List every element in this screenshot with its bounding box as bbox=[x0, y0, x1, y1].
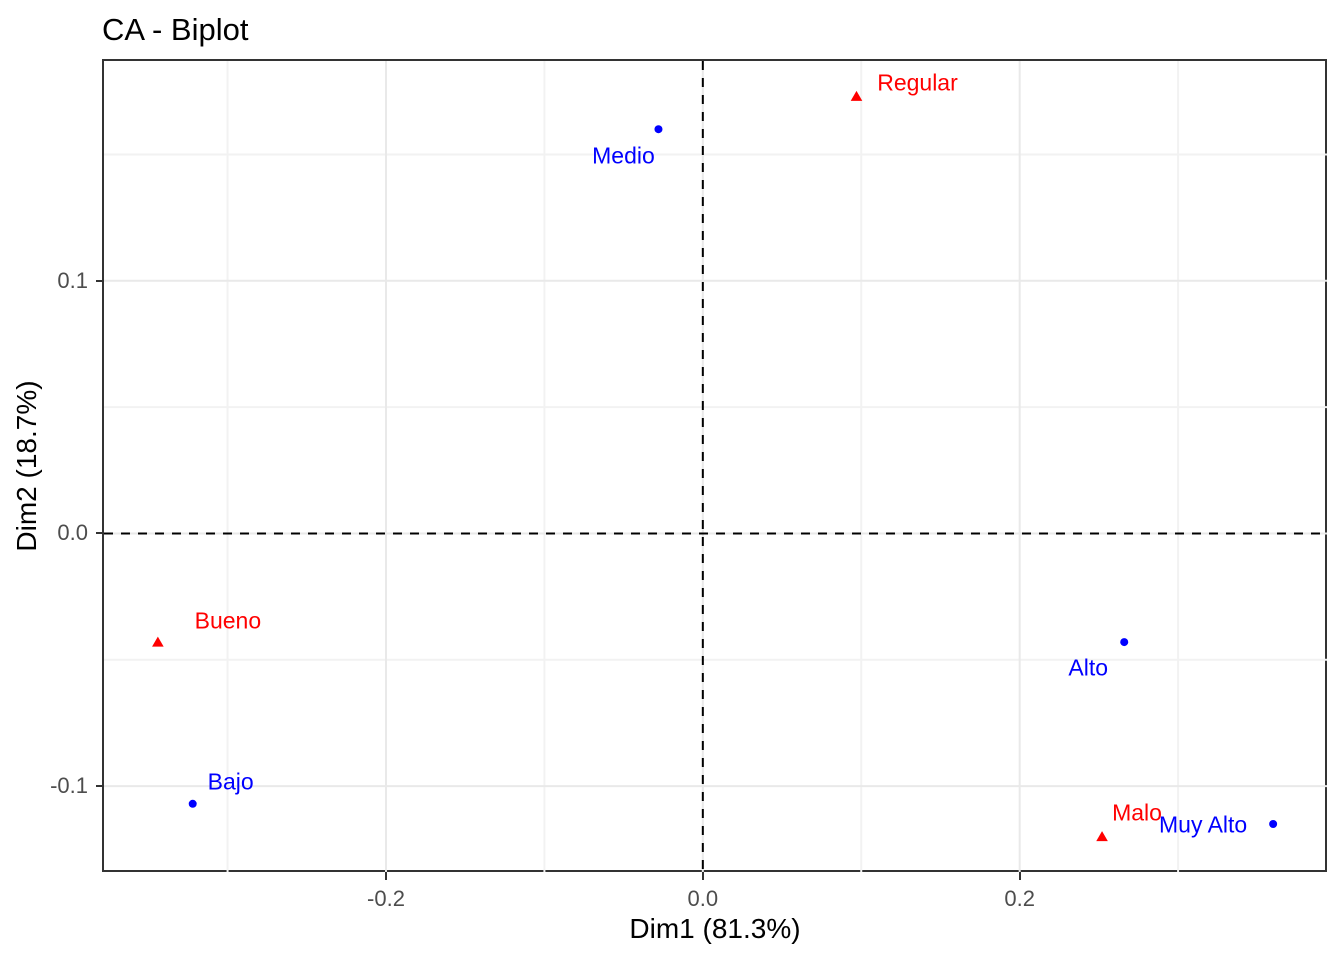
x-axis-tick bbox=[701, 872, 704, 880]
y-axis-tick-label: 0.0 bbox=[57, 520, 88, 546]
row-point-marker-circle bbox=[188, 799, 197, 808]
point-label-alto: Alto bbox=[1068, 654, 1109, 681]
col-point-marker-triangle bbox=[850, 90, 863, 101]
x-axis-tick-label: -0.2 bbox=[367, 886, 405, 911]
row-point-marker-circle bbox=[1269, 819, 1278, 828]
y-axis-tick bbox=[96, 279, 104, 282]
x-axis-tick-label: 0.0 bbox=[687, 886, 719, 911]
x-axis-tick bbox=[1018, 872, 1021, 880]
row-point-marker-circle bbox=[1120, 638, 1129, 647]
point-label-bueno: Bueno bbox=[194, 607, 262, 634]
row-point-marker-circle bbox=[654, 125, 663, 134]
point-label-bajo: Bajo bbox=[207, 768, 254, 795]
y-axis-title: Dim2 (18.7%) bbox=[11, 380, 42, 552]
y-axis-tick-label: 0.1 bbox=[57, 267, 88, 293]
y-axis-tick bbox=[96, 532, 104, 535]
point-label-muy-alto: Muy Alto bbox=[1159, 811, 1248, 838]
col-point-marker-triangle bbox=[1096, 831, 1108, 842]
x-axis-tick-label: 0.2 bbox=[1004, 886, 1035, 911]
y-axis-tick-label: -0.1 bbox=[50, 773, 88, 799]
plot-title: CA - Biplot bbox=[102, 12, 249, 47]
point-label-medio: Medio bbox=[592, 142, 655, 169]
plot-panel: Medio Bajo Alto Muy Alto Regular Bueno Malo bbox=[102, 59, 1327, 872]
point-label-malo: Malo bbox=[1112, 799, 1162, 826]
y-axis-tick bbox=[96, 785, 104, 788]
x-axis-title: Dim1 (81.3%) bbox=[629, 913, 801, 944]
x-axis-tick bbox=[384, 872, 387, 880]
col-point-marker-triangle bbox=[152, 636, 164, 647]
point-label-regular: Regular bbox=[877, 69, 958, 96]
plot-canvas bbox=[104, 61, 1327, 872]
